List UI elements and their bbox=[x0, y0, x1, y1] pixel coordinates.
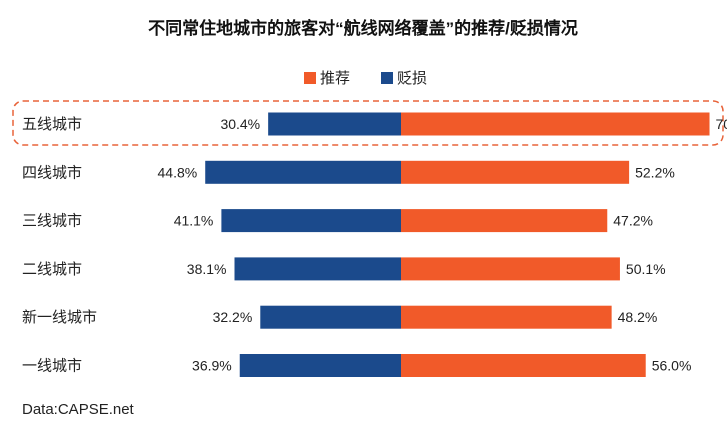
legend-swatch-recommend bbox=[304, 72, 316, 84]
highlight-frame bbox=[12, 100, 724, 146]
value-label-detract: 30.4% bbox=[220, 116, 260, 132]
bar-recommend bbox=[401, 160, 630, 184]
bar-detract bbox=[234, 257, 401, 281]
category-label: 三线城市 bbox=[22, 213, 82, 230]
legend: 推荐 贬损 bbox=[304, 70, 427, 87]
bar-detract bbox=[268, 112, 401, 136]
bar-detract bbox=[239, 354, 401, 377]
value-label-recommend: 56.0% bbox=[652, 358, 692, 374]
bar-recommend bbox=[401, 354, 646, 377]
chart-title: 不同常住地城市的旅客对“航线网络覆盖”的推荐/贬损情况 bbox=[148, 18, 578, 38]
category-label: 一线城市 bbox=[22, 358, 82, 375]
category-label: 新一线城市 bbox=[22, 309, 97, 326]
value-label-recommend: 52.2% bbox=[635, 164, 675, 180]
legend-label-detract: 贬损 bbox=[397, 70, 427, 87]
value-label-recommend: 48.2% bbox=[618, 309, 658, 325]
bar-recommend bbox=[401, 112, 710, 136]
bar-detract bbox=[221, 209, 401, 233]
value-label-recommend: 70.6% bbox=[716, 116, 727, 132]
value-label-detract: 44.8% bbox=[158, 164, 198, 180]
bar-rows: 五线城市 30.4% 70.6% 四线城市 44.8% 52.2% 三线城市 41.1% 47.… bbox=[22, 112, 727, 377]
legend-label-recommend: 推荐 bbox=[320, 70, 350, 87]
value-label-recommend: 50.1% bbox=[626, 261, 666, 277]
value-label-detract: 41.1% bbox=[174, 213, 214, 229]
category-label: 二线城市 bbox=[22, 261, 82, 278]
value-label-detract: 32.2% bbox=[213, 309, 253, 325]
bar-detract bbox=[260, 305, 401, 329]
bar-recommend bbox=[401, 305, 612, 329]
bar-recommend bbox=[401, 257, 620, 281]
legend-swatch-detract bbox=[381, 72, 393, 84]
value-label-recommend: 47.2% bbox=[613, 213, 653, 229]
data-source: Data:CAPSE.net bbox=[22, 401, 135, 418]
bar-recommend bbox=[401, 209, 608, 233]
value-label-detract: 36.9% bbox=[192, 358, 232, 374]
category-label: 五线城市 bbox=[22, 116, 82, 133]
bar-detract bbox=[205, 160, 401, 184]
value-label-detract: 38.1% bbox=[187, 261, 227, 277]
category-label: 四线城市 bbox=[22, 164, 82, 181]
